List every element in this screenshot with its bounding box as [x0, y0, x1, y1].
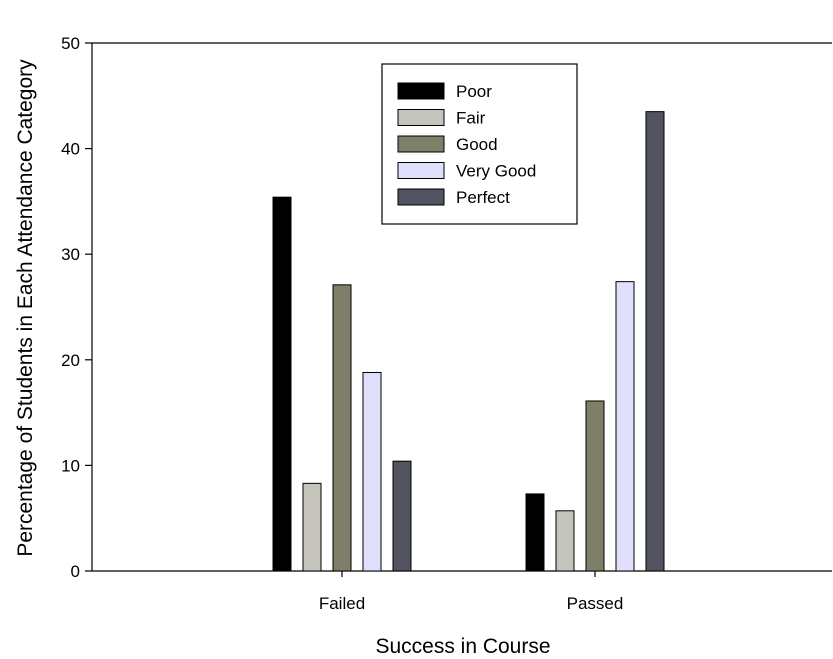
- bar-poor-failed: [272, 196, 292, 572]
- legend-label-very-good: Very Good: [456, 162, 536, 181]
- x-tick-label: Passed: [567, 594, 624, 613]
- legend-label-good: Good: [456, 135, 498, 154]
- y-axis-ticks: 0 10 20 30 40 50: [61, 34, 92, 581]
- x-axis-title: Success in Course: [375, 635, 550, 658]
- bar-fair-passed: [555, 510, 575, 572]
- legend-swatch-good: [397, 135, 445, 153]
- bars: [272, 111, 665, 572]
- y-tick-label: 30: [61, 245, 80, 264]
- x-tick-label: Failed: [319, 594, 365, 613]
- bar-very-good-passed: [615, 281, 635, 572]
- legend-label-poor: Poor: [456, 82, 492, 101]
- legend-swatch-very-good: [397, 162, 445, 179]
- y-tick-label: 50: [61, 34, 80, 53]
- legend-swatch-fair: [397, 109, 445, 126]
- plot-frame: [91, 42, 832, 572]
- legend-swatch-poor: [397, 82, 445, 100]
- bar-good-passed: [585, 400, 605, 572]
- legend-swatch-perfect: [397, 188, 445, 206]
- bar-fair-failed: [302, 482, 322, 572]
- bar-very-good-failed: [362, 371, 382, 572]
- y-tick-label: 40: [61, 140, 80, 159]
- legend-label-perfect: Perfect: [456, 188, 510, 207]
- y-tick-label: 10: [61, 456, 80, 475]
- bar-poor-passed: [525, 493, 545, 572]
- legend: Poor Fair Good Very Good Perfect: [381, 63, 578, 225]
- bar-perfect-passed: [645, 111, 665, 572]
- bar-good-failed: [332, 284, 352, 572]
- x-axis-ticks: Failed Passed: [319, 571, 624, 613]
- y-tick-label: 20: [61, 351, 80, 370]
- bar-perfect-failed: [392, 460, 412, 572]
- y-tick-label: 0: [71, 562, 80, 581]
- legend-label-fair: Fair: [456, 109, 486, 128]
- y-axis-title: Percentage of Students in Each Attendanc…: [14, 59, 37, 557]
